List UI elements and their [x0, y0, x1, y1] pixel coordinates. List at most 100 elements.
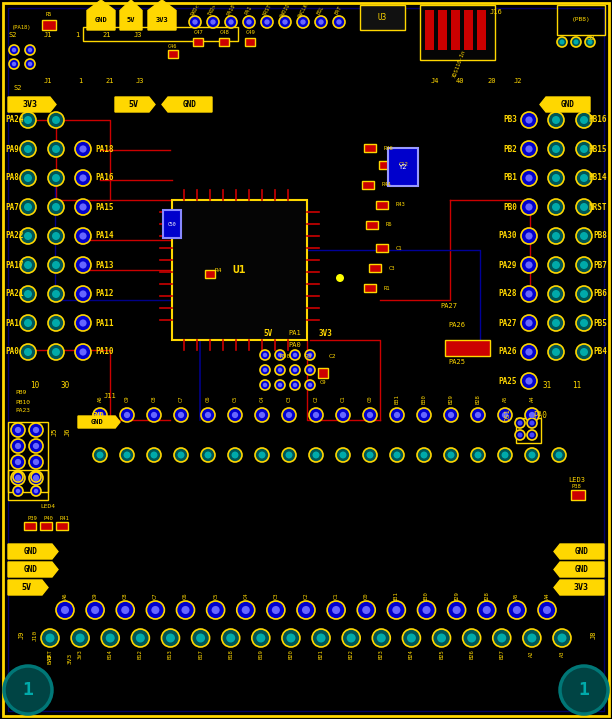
Circle shape	[553, 629, 571, 647]
Text: LED3: LED3	[569, 477, 586, 483]
Circle shape	[12, 47, 17, 52]
Circle shape	[525, 145, 532, 152]
Circle shape	[28, 47, 32, 52]
Circle shape	[493, 629, 511, 647]
Bar	[364, 144, 376, 152]
Circle shape	[332, 606, 340, 614]
Circle shape	[308, 383, 312, 388]
Circle shape	[552, 290, 560, 298]
Circle shape	[252, 629, 270, 647]
Text: C48: C48	[219, 30, 229, 35]
Circle shape	[521, 199, 537, 215]
Text: 3V3: 3V3	[67, 652, 72, 664]
Circle shape	[52, 290, 60, 298]
Circle shape	[521, 170, 537, 186]
Bar	[425, 10, 434, 50]
Text: 1: 1	[78, 78, 82, 84]
Bar	[42, 20, 56, 30]
Circle shape	[16, 475, 20, 480]
Circle shape	[279, 16, 291, 28]
Text: C4: C4	[259, 395, 264, 402]
Circle shape	[207, 16, 219, 28]
Circle shape	[232, 412, 238, 418]
Text: S2: S2	[9, 32, 17, 38]
Text: (PA18): (PA18)	[12, 25, 32, 30]
Circle shape	[417, 448, 431, 462]
Circle shape	[525, 290, 532, 298]
Polygon shape	[162, 97, 212, 112]
Circle shape	[15, 427, 21, 433]
Circle shape	[177, 452, 184, 459]
Text: PA8: PA8	[5, 173, 19, 183]
Bar	[245, 38, 255, 46]
Circle shape	[529, 433, 534, 437]
Text: PA27: PA27	[499, 319, 517, 327]
Circle shape	[124, 412, 130, 418]
Circle shape	[20, 315, 36, 331]
Text: S3: S3	[587, 35, 595, 41]
Circle shape	[559, 40, 564, 45]
Bar	[451, 10, 460, 50]
Circle shape	[308, 353, 312, 357]
Circle shape	[316, 633, 326, 643]
Circle shape	[390, 408, 404, 422]
Circle shape	[24, 203, 32, 211]
Circle shape	[267, 601, 285, 619]
Text: 21: 21	[106, 78, 114, 84]
Circle shape	[97, 452, 103, 459]
Text: A5: A5	[514, 592, 520, 599]
Bar	[360, 5, 405, 30]
Circle shape	[305, 365, 315, 375]
Text: B24: B24	[409, 649, 414, 659]
Text: A5: A5	[502, 395, 507, 402]
Text: PA24: PA24	[5, 116, 23, 124]
Text: A3: A3	[559, 651, 564, 657]
Circle shape	[80, 203, 87, 211]
Circle shape	[552, 145, 560, 153]
Circle shape	[9, 59, 19, 69]
Circle shape	[525, 175, 532, 182]
Polygon shape	[87, 0, 115, 30]
Circle shape	[34, 475, 38, 480]
Circle shape	[260, 380, 270, 390]
Text: PA15: PA15	[95, 203, 113, 211]
Circle shape	[45, 633, 54, 643]
Circle shape	[337, 19, 341, 24]
Polygon shape	[8, 97, 56, 112]
Text: J5: J5	[52, 428, 58, 436]
Bar	[362, 181, 374, 189]
Circle shape	[9, 45, 19, 55]
Circle shape	[471, 448, 485, 462]
Circle shape	[521, 315, 537, 331]
Bar	[420, 5, 495, 60]
Circle shape	[394, 412, 400, 418]
Text: NRST: NRST	[262, 4, 272, 17]
Circle shape	[33, 475, 39, 481]
Circle shape	[246, 19, 252, 24]
Circle shape	[20, 286, 36, 302]
Circle shape	[286, 452, 293, 459]
Circle shape	[28, 62, 32, 66]
Circle shape	[558, 633, 567, 643]
Circle shape	[120, 408, 134, 422]
Circle shape	[552, 203, 560, 211]
Text: PB1: PB1	[503, 173, 517, 183]
Text: PB10: PB10	[15, 400, 30, 405]
Circle shape	[52, 232, 60, 240]
Circle shape	[24, 319, 32, 327]
Circle shape	[302, 606, 310, 614]
Text: P39: P39	[27, 516, 37, 521]
Circle shape	[282, 629, 300, 647]
Text: GND: GND	[95, 17, 107, 22]
Circle shape	[242, 606, 250, 614]
Text: C50: C50	[168, 221, 176, 226]
Circle shape	[501, 452, 509, 459]
Circle shape	[548, 170, 564, 186]
Bar	[366, 221, 378, 229]
Circle shape	[260, 350, 270, 360]
Text: S2: S2	[13, 85, 22, 91]
Bar	[464, 10, 473, 50]
Text: A2: A2	[529, 651, 534, 657]
Circle shape	[91, 606, 99, 614]
Circle shape	[444, 408, 458, 422]
